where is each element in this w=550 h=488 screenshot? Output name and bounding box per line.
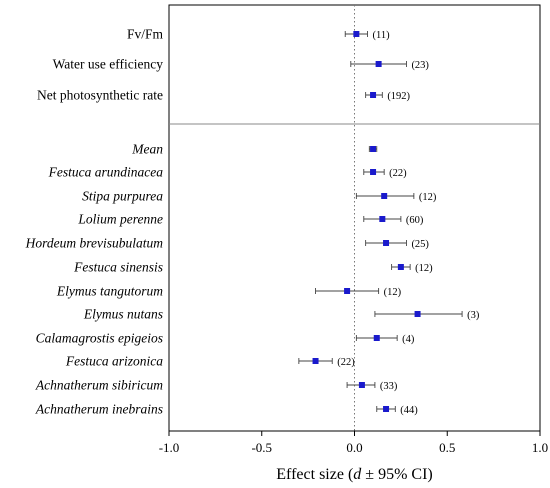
mean-point bbox=[375, 61, 382, 67]
sample-size-label: (22) bbox=[389, 168, 407, 179]
sample-size-label: (3) bbox=[467, 310, 480, 321]
data-row: Achnatherum inebrains (44) bbox=[35, 402, 418, 417]
sample-size-label: (23) bbox=[411, 60, 429, 71]
data-row: Calamagrostis epigeios (4) bbox=[36, 331, 415, 346]
row-label: Festuca arizonica bbox=[65, 354, 163, 369]
sample-size-label: (11) bbox=[372, 30, 390, 41]
mean-point bbox=[370, 169, 377, 175]
mean-point bbox=[414, 311, 421, 317]
mean-point bbox=[370, 92, 377, 98]
data-row: Elymus tangutorum (12) bbox=[56, 284, 402, 299]
x-axis-title-suffix: ± 95% CI) bbox=[361, 466, 432, 483]
row-label: Fv/Fm bbox=[127, 27, 164, 42]
x-tick-label: -1.0 bbox=[159, 440, 180, 455]
sample-size-label: (4) bbox=[402, 334, 415, 345]
data-row: Lolium perenne (60) bbox=[77, 212, 423, 227]
x-axis-title-prefix: Effect size ( bbox=[276, 466, 353, 483]
data-row: Achnatherum sibiricum (33) bbox=[35, 378, 398, 393]
mean-point bbox=[312, 358, 319, 364]
x-tick-label: -0.5 bbox=[251, 440, 272, 455]
data-row: Net photosynthetic rate (192) bbox=[37, 88, 411, 103]
row-label: Hordeum brevisubulatum bbox=[25, 236, 164, 251]
mean-point bbox=[383, 240, 390, 246]
row-label: Elymus nutans bbox=[83, 307, 163, 322]
mean-point bbox=[397, 264, 404, 270]
row-label: Lolium perenne bbox=[77, 212, 163, 227]
sample-size-label: (60) bbox=[406, 215, 424, 226]
x-tick-label: 1.0 bbox=[532, 440, 548, 455]
data-row: Festuca arundinacea (22) bbox=[48, 165, 408, 180]
data-row: Festuca sinensis (12) bbox=[73, 260, 433, 275]
data-row: Stipa purpurea (12) bbox=[82, 189, 437, 204]
mean-point bbox=[344, 288, 351, 294]
sample-size-label: (33) bbox=[380, 381, 398, 392]
mean-point bbox=[383, 406, 390, 412]
row-label: Mean bbox=[131, 142, 163, 157]
sample-size-label: (12) bbox=[419, 192, 437, 203]
sample-size-label: (12) bbox=[415, 263, 433, 274]
data-row: Fv/Fm (11) bbox=[127, 27, 390, 42]
row-label: Net photosynthetic rate bbox=[37, 88, 163, 103]
mean-point bbox=[379, 216, 386, 222]
data-row: Hordeum brevisubulatum (25) bbox=[25, 236, 430, 251]
row-label: Calamagrostis epigeios bbox=[36, 331, 163, 346]
row-label: Achnatherum inebrains bbox=[35, 402, 163, 417]
data-row: Elymus nutans (3) bbox=[83, 307, 480, 322]
row-label: Achnatherum sibiricum bbox=[35, 378, 163, 393]
x-axis: -1.0 -0.5 0.0 0.5 1.0 bbox=[159, 431, 548, 455]
mean-point bbox=[353, 31, 360, 37]
sample-size-label: (12) bbox=[384, 287, 402, 298]
rows-group: Fv/Fm (11) Water use efficiency (23) Net pho… bbox=[25, 27, 480, 417]
mean-point bbox=[358, 382, 365, 388]
sample-size-label: (25) bbox=[411, 239, 429, 250]
row-label: Festuca arundinacea bbox=[48, 165, 164, 180]
x-axis-title: Effect size (d ± 95% CI) bbox=[276, 466, 432, 483]
row-label: Water use efficiency bbox=[53, 57, 164, 72]
row-label: Stipa purpurea bbox=[82, 189, 163, 204]
mean-point bbox=[373, 335, 380, 341]
data-row: Mean bbox=[131, 142, 378, 157]
x-tick-label: 0.0 bbox=[346, 440, 362, 455]
sample-size-label: (44) bbox=[400, 405, 418, 416]
x-axis-title-italic: d bbox=[353, 466, 362, 483]
row-label: Elymus tangutorum bbox=[56, 284, 163, 299]
mean-point bbox=[370, 146, 377, 152]
sample-size-label: (22) bbox=[337, 357, 355, 368]
data-row: Festuca arizonica (22) bbox=[65, 354, 355, 369]
mean-point bbox=[381, 193, 388, 199]
x-tick-label: 0.5 bbox=[439, 440, 455, 455]
data-row: Water use efficiency (23) bbox=[53, 57, 430, 72]
row-label: Festuca sinensis bbox=[73, 260, 163, 275]
sample-size-label: (192) bbox=[387, 91, 410, 102]
